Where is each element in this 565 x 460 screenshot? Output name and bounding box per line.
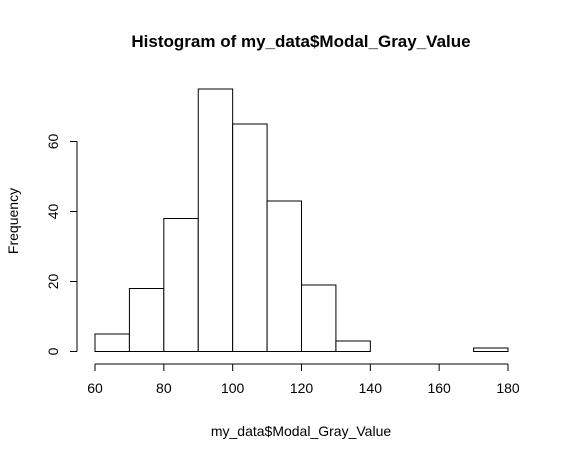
x-tick-label-180: 180 [496,380,520,396]
y-tick-label-0: 0 [45,347,61,355]
histogram-bar-170-180 [473,347,509,352]
histogram-bar-120-130 [301,284,337,352]
x-tick-label-60: 60 [87,380,103,396]
histogram-bar-130-140 [335,340,371,352]
x-axis: 60 80 100 120 140 160 180 [87,363,520,396]
histogram-bar-70-80 [128,288,165,352]
x-axis-label: my_data$Modal_Gray_Value [211,423,392,439]
y-tick-label-20: 20 [45,274,61,290]
y-axis: 0 20 40 60 [45,134,78,355]
chart-title: Histogram of my_data$Modal_Gray_Value [131,32,470,51]
histogram-bar-60-70 [94,333,130,352]
histogram-bar-80-90 [163,218,199,352]
bars-group [94,88,509,352]
y-tick-label-60: 60 [45,134,61,150]
x-tick-label-120: 120 [290,380,314,396]
x-tick-label-80: 80 [156,380,172,396]
histogram-bar-100-110 [232,123,268,352]
x-tick-label-100: 100 [221,380,245,396]
histogram-bar-90-100 [197,88,234,352]
x-tick-label-160: 160 [427,380,451,396]
x-tick-label-140: 140 [359,380,383,396]
y-axis-label: Frequency [5,188,21,254]
y-tick-label-40: 40 [45,204,61,220]
histogram-bar-110-120 [266,200,303,352]
